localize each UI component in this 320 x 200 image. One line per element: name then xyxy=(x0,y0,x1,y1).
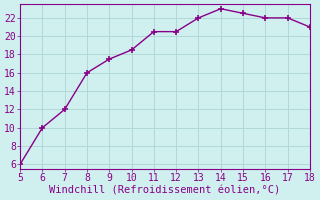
X-axis label: Windchill (Refroidissement éolien,°C): Windchill (Refroidissement éolien,°C) xyxy=(49,186,281,196)
